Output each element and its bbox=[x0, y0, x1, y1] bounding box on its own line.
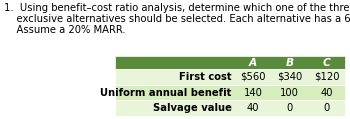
Bar bbox=[115, 100, 345, 116]
Text: 40: 40 bbox=[247, 103, 259, 113]
Text: Uniform annual benefit: Uniform annual benefit bbox=[100, 87, 232, 97]
Text: First cost: First cost bbox=[179, 72, 232, 82]
Text: B: B bbox=[286, 57, 294, 67]
Text: 0: 0 bbox=[287, 103, 293, 113]
Text: $340: $340 bbox=[277, 72, 302, 82]
Bar bbox=[115, 56, 345, 69]
Text: Salvage value: Salvage value bbox=[153, 103, 232, 113]
Bar bbox=[115, 69, 345, 85]
Text: Assume a 20% MARR.: Assume a 20% MARR. bbox=[4, 25, 126, 35]
Text: exclusive alternatives should be selected. Each alternative has a 6-year useful : exclusive alternatives should be selecte… bbox=[4, 14, 350, 24]
Text: 1.  Using benefit–cost ratio analysis, determine which one of the three mutually: 1. Using benefit–cost ratio analysis, de… bbox=[4, 3, 350, 13]
Bar bbox=[115, 85, 345, 100]
Text: 140: 140 bbox=[244, 87, 262, 97]
Text: 100: 100 bbox=[280, 87, 299, 97]
Text: $120: $120 bbox=[314, 72, 340, 82]
Text: 40: 40 bbox=[320, 87, 333, 97]
Text: A: A bbox=[249, 57, 257, 67]
Text: $560: $560 bbox=[240, 72, 266, 82]
Text: 0: 0 bbox=[323, 103, 330, 113]
Text: C: C bbox=[323, 57, 330, 67]
